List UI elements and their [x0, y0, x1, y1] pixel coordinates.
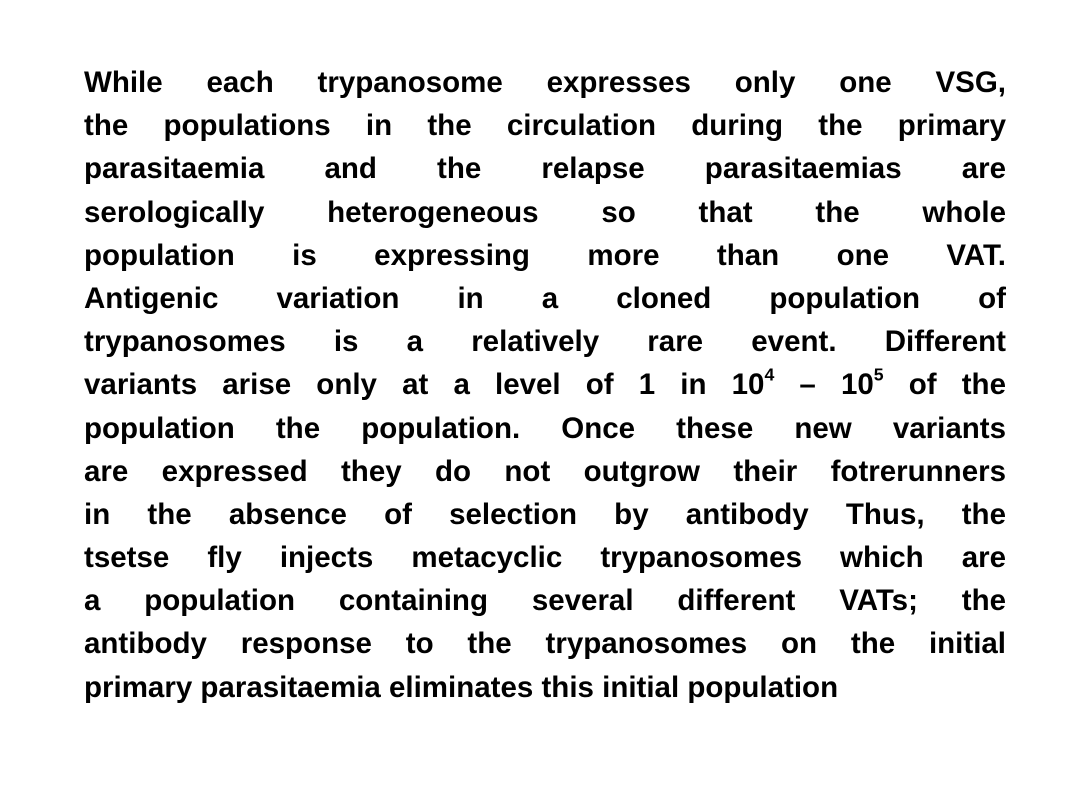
text-line-5: population is expressing more than one V…	[84, 238, 1006, 272]
text-line-13: a population containing several differen…	[84, 584, 1006, 618]
text-line-8: variants arise only at a level of 1 in 1…	[84, 363, 1006, 406]
text-line-8-before: variants arise only at a level of 1 in 1…	[84, 368, 765, 402]
text-line-15: primary parasitaemia eliminates this ini…	[84, 670, 839, 704]
text-line-1: While each trypanosome expresses only on…	[84, 66, 1006, 99]
exponent-5: 5	[873, 365, 884, 386]
text-line-14: antibody response to the trypanosomes on…	[84, 627, 1006, 661]
body-paragraph: While each trypanosome expresses only on…	[84, 61, 1006, 709]
text-line-11: in the absence of selection by antibody …	[84, 497, 1006, 531]
text-line-8-middle: – 10	[774, 368, 874, 402]
text-line-2: the populations in the circulation durin…	[84, 109, 1006, 143]
text-line-8-after: of the	[883, 368, 1006, 402]
text-line-7: trypanosomes is a relatively rare event.…	[84, 325, 1006, 359]
text-line-10: are expressed they do not outgrow their …	[84, 454, 1006, 488]
text-line-4: serologically heterogeneous so that the …	[84, 195, 1006, 229]
text-line-9: population the population. Once these ne…	[84, 411, 1006, 445]
text-line-3: parasitaemia and the relapse parasitaemi…	[84, 152, 1006, 186]
text-line-12: tsetse fly injects metacyclic trypanosom…	[84, 541, 1006, 575]
exponent-4: 4	[764, 365, 775, 386]
text-line-6: Antigenic variation in a cloned populati…	[84, 281, 1006, 315]
